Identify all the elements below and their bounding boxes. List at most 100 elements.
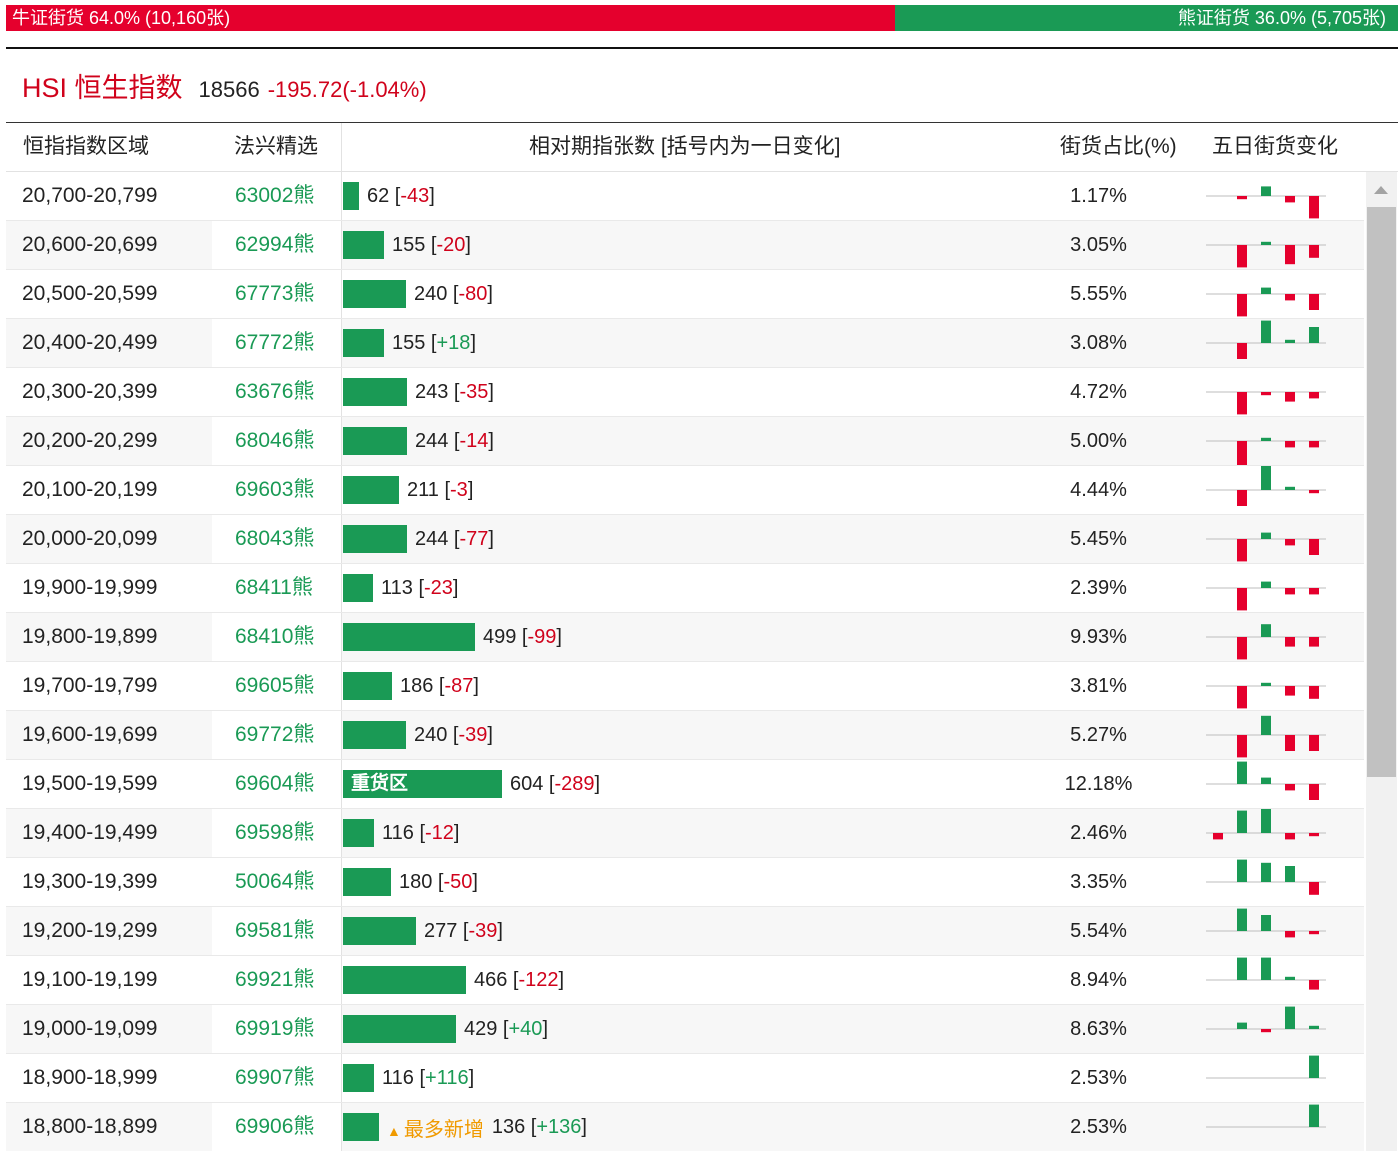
spark-bar (1261, 624, 1271, 637)
warrant-code-link[interactable]: 69772熊 (235, 723, 315, 746)
contracts-day-change: -14 (459, 429, 489, 452)
contracts-bar (343, 329, 384, 357)
spark-bar (1309, 931, 1319, 935)
warrant-code-cell: 68046熊 (212, 417, 342, 465)
warrant-code-link[interactable]: 69598熊 (235, 821, 315, 844)
contracts-day-change: -289 (554, 772, 595, 795)
spark-bar (1309, 735, 1319, 751)
warrant-code-cell: 67773熊 (212, 270, 342, 318)
outstanding-pct: 2.53% (1070, 1116, 1127, 1138)
warrant-code-link[interactable]: 67773熊 (235, 282, 315, 305)
five-day-change-chart (1206, 1055, 1326, 1079)
spark-bar (1261, 957, 1271, 980)
spark-bar (1309, 327, 1319, 343)
spark-bar (1285, 392, 1295, 402)
spark-bar (1237, 761, 1247, 784)
scrollbar-thumb[interactable] (1367, 207, 1396, 777)
warrant-code-cell: 69581熊 (212, 907, 342, 955)
header-pct: 街货占比(%) (1060, 135, 1177, 158)
spark-bar (1285, 1006, 1295, 1029)
five-day-change-chart (1206, 581, 1326, 611)
five-day-change-chart (1206, 761, 1326, 800)
contracts-value: 240 [-39] (414, 723, 493, 746)
spark-bar (1261, 809, 1271, 833)
spark-bar (1261, 682, 1271, 686)
five-day-change-chart (1206, 391, 1326, 415)
spark-bar (1309, 882, 1319, 895)
table-row: 20,400-20,499 67772熊 155 [+18] 3.08% (6, 319, 1364, 368)
outstanding-pct: 3.05% (1070, 234, 1127, 256)
outstanding-pct: 2.46% (1070, 822, 1127, 844)
contracts-value: 211 [-3] (407, 478, 474, 501)
warrant-code-link[interactable]: 68411熊 (235, 576, 313, 599)
index-range: 20,300-20,399 (22, 380, 158, 403)
table-row: 19,400-19,499 69598熊 116 [-12] 2.46% (6, 809, 1364, 858)
contracts-value: 499 [-99] (483, 625, 562, 648)
contracts-bar (343, 623, 475, 651)
contracts-cell: 116 [+116] (343, 1054, 474, 1102)
index-range: 20,100-20,199 (22, 478, 158, 501)
spark-bar (1285, 686, 1295, 696)
warrant-code-link[interactable]: 69605熊 (235, 674, 315, 697)
contracts-cell: 211 [-3] (343, 466, 473, 514)
index-range: 20,200-20,299 (22, 429, 158, 452)
index-range: 19,500-19,599 (22, 772, 158, 795)
contracts-cell: 240 [-80] (343, 270, 493, 318)
contracts-value: 186 [-87] (400, 674, 479, 697)
warrant-code-link[interactable]: 63002熊 (235, 184, 315, 207)
contracts-day-change: -39 (468, 919, 498, 942)
warrant-code-cell: 69603熊 (212, 466, 342, 514)
contracts-count: 155 (392, 331, 426, 354)
index-name[interactable]: HSI 恒生指数 (22, 73, 183, 103)
warrant-code-link[interactable]: 69919熊 (235, 1017, 315, 1040)
five-day-change-chart (1206, 859, 1326, 895)
warrant-code-link[interactable]: 68046熊 (235, 429, 315, 452)
index-range: 19,800-19,899 (22, 625, 158, 648)
spark-bar (1237, 343, 1247, 359)
scroll-up-arrow-icon[interactable] (1374, 186, 1388, 194)
warrant-code-link[interactable]: 69604熊 (235, 772, 315, 795)
spark-bar (1261, 466, 1271, 490)
contracts-day-change: -50 (443, 870, 473, 893)
contracts-day-change: +116 (425, 1066, 469, 1089)
spark-bar (1309, 196, 1319, 219)
warrant-code-link[interactable]: 68043熊 (235, 527, 315, 550)
outstanding-pct: 4.72% (1070, 381, 1127, 403)
warrant-code-link[interactable]: 68410熊 (235, 625, 315, 648)
table-header: 恒指指数区域 法兴精选 相对期指张数 [括号内为一日变化] 街货占比(%) 五日… (6, 122, 1398, 172)
warrant-code-cell: 68043熊 (212, 515, 342, 563)
outstanding-pct: 2.39% (1070, 577, 1127, 599)
warrant-code-link[interactable]: 69906熊 (235, 1115, 315, 1138)
contracts-day-change: -20 (436, 233, 466, 256)
warrant-code-cell: 69921熊 (212, 956, 342, 1004)
table-row: 20,500-20,599 67773熊 240 [-80] 5.55% (6, 270, 1364, 319)
contracts-value: 180 [-50] (399, 870, 478, 893)
spark-bar (1261, 1029, 1271, 1033)
warrant-code-link[interactable]: 69921熊 (235, 968, 315, 991)
scrollbar[interactable] (1366, 172, 1397, 1151)
tag-label: 最多新增 (403, 1118, 484, 1141)
warrant-code-link[interactable]: 50064熊 (235, 870, 315, 893)
five-day-change-chart (1206, 532, 1326, 562)
index-range: 19,100-19,199 (22, 968, 158, 991)
warrant-code-link[interactable]: 67772熊 (235, 331, 315, 354)
spark-bar (1261, 915, 1271, 931)
warrant-code-link[interactable]: 69603熊 (235, 478, 315, 501)
contracts-day-change: -122 (518, 968, 559, 991)
outstanding-pct: 5.55% (1070, 283, 1127, 305)
warrant-code-link[interactable]: 69581熊 (235, 919, 315, 942)
table-row: 19,000-19,099 69919熊 429 [+40] 8.63% (6, 1005, 1364, 1054)
warrant-code-link[interactable]: 69907熊 (235, 1066, 315, 1089)
spark-bar (1261, 437, 1271, 441)
warrant-code-link[interactable]: 62994熊 (235, 233, 315, 256)
spark-bar (1237, 735, 1247, 758)
warrant-code-link[interactable]: 63676熊 (235, 380, 315, 403)
table-row: 19,900-19,999 68411熊 113 [-23] 2.39% (6, 564, 1364, 613)
spark-bar (1237, 908, 1247, 931)
spark-bar (1285, 784, 1295, 791)
contracts-count: 211 (407, 478, 439, 501)
contracts-cell: 499 [-99] (343, 613, 562, 661)
outstanding-pct: 3.81% (1070, 675, 1127, 697)
triangle-up-icon: ▲ (387, 1122, 401, 1139)
table-row: 19,700-19,799 69605熊 186 [-87] 3.81% (6, 662, 1364, 711)
